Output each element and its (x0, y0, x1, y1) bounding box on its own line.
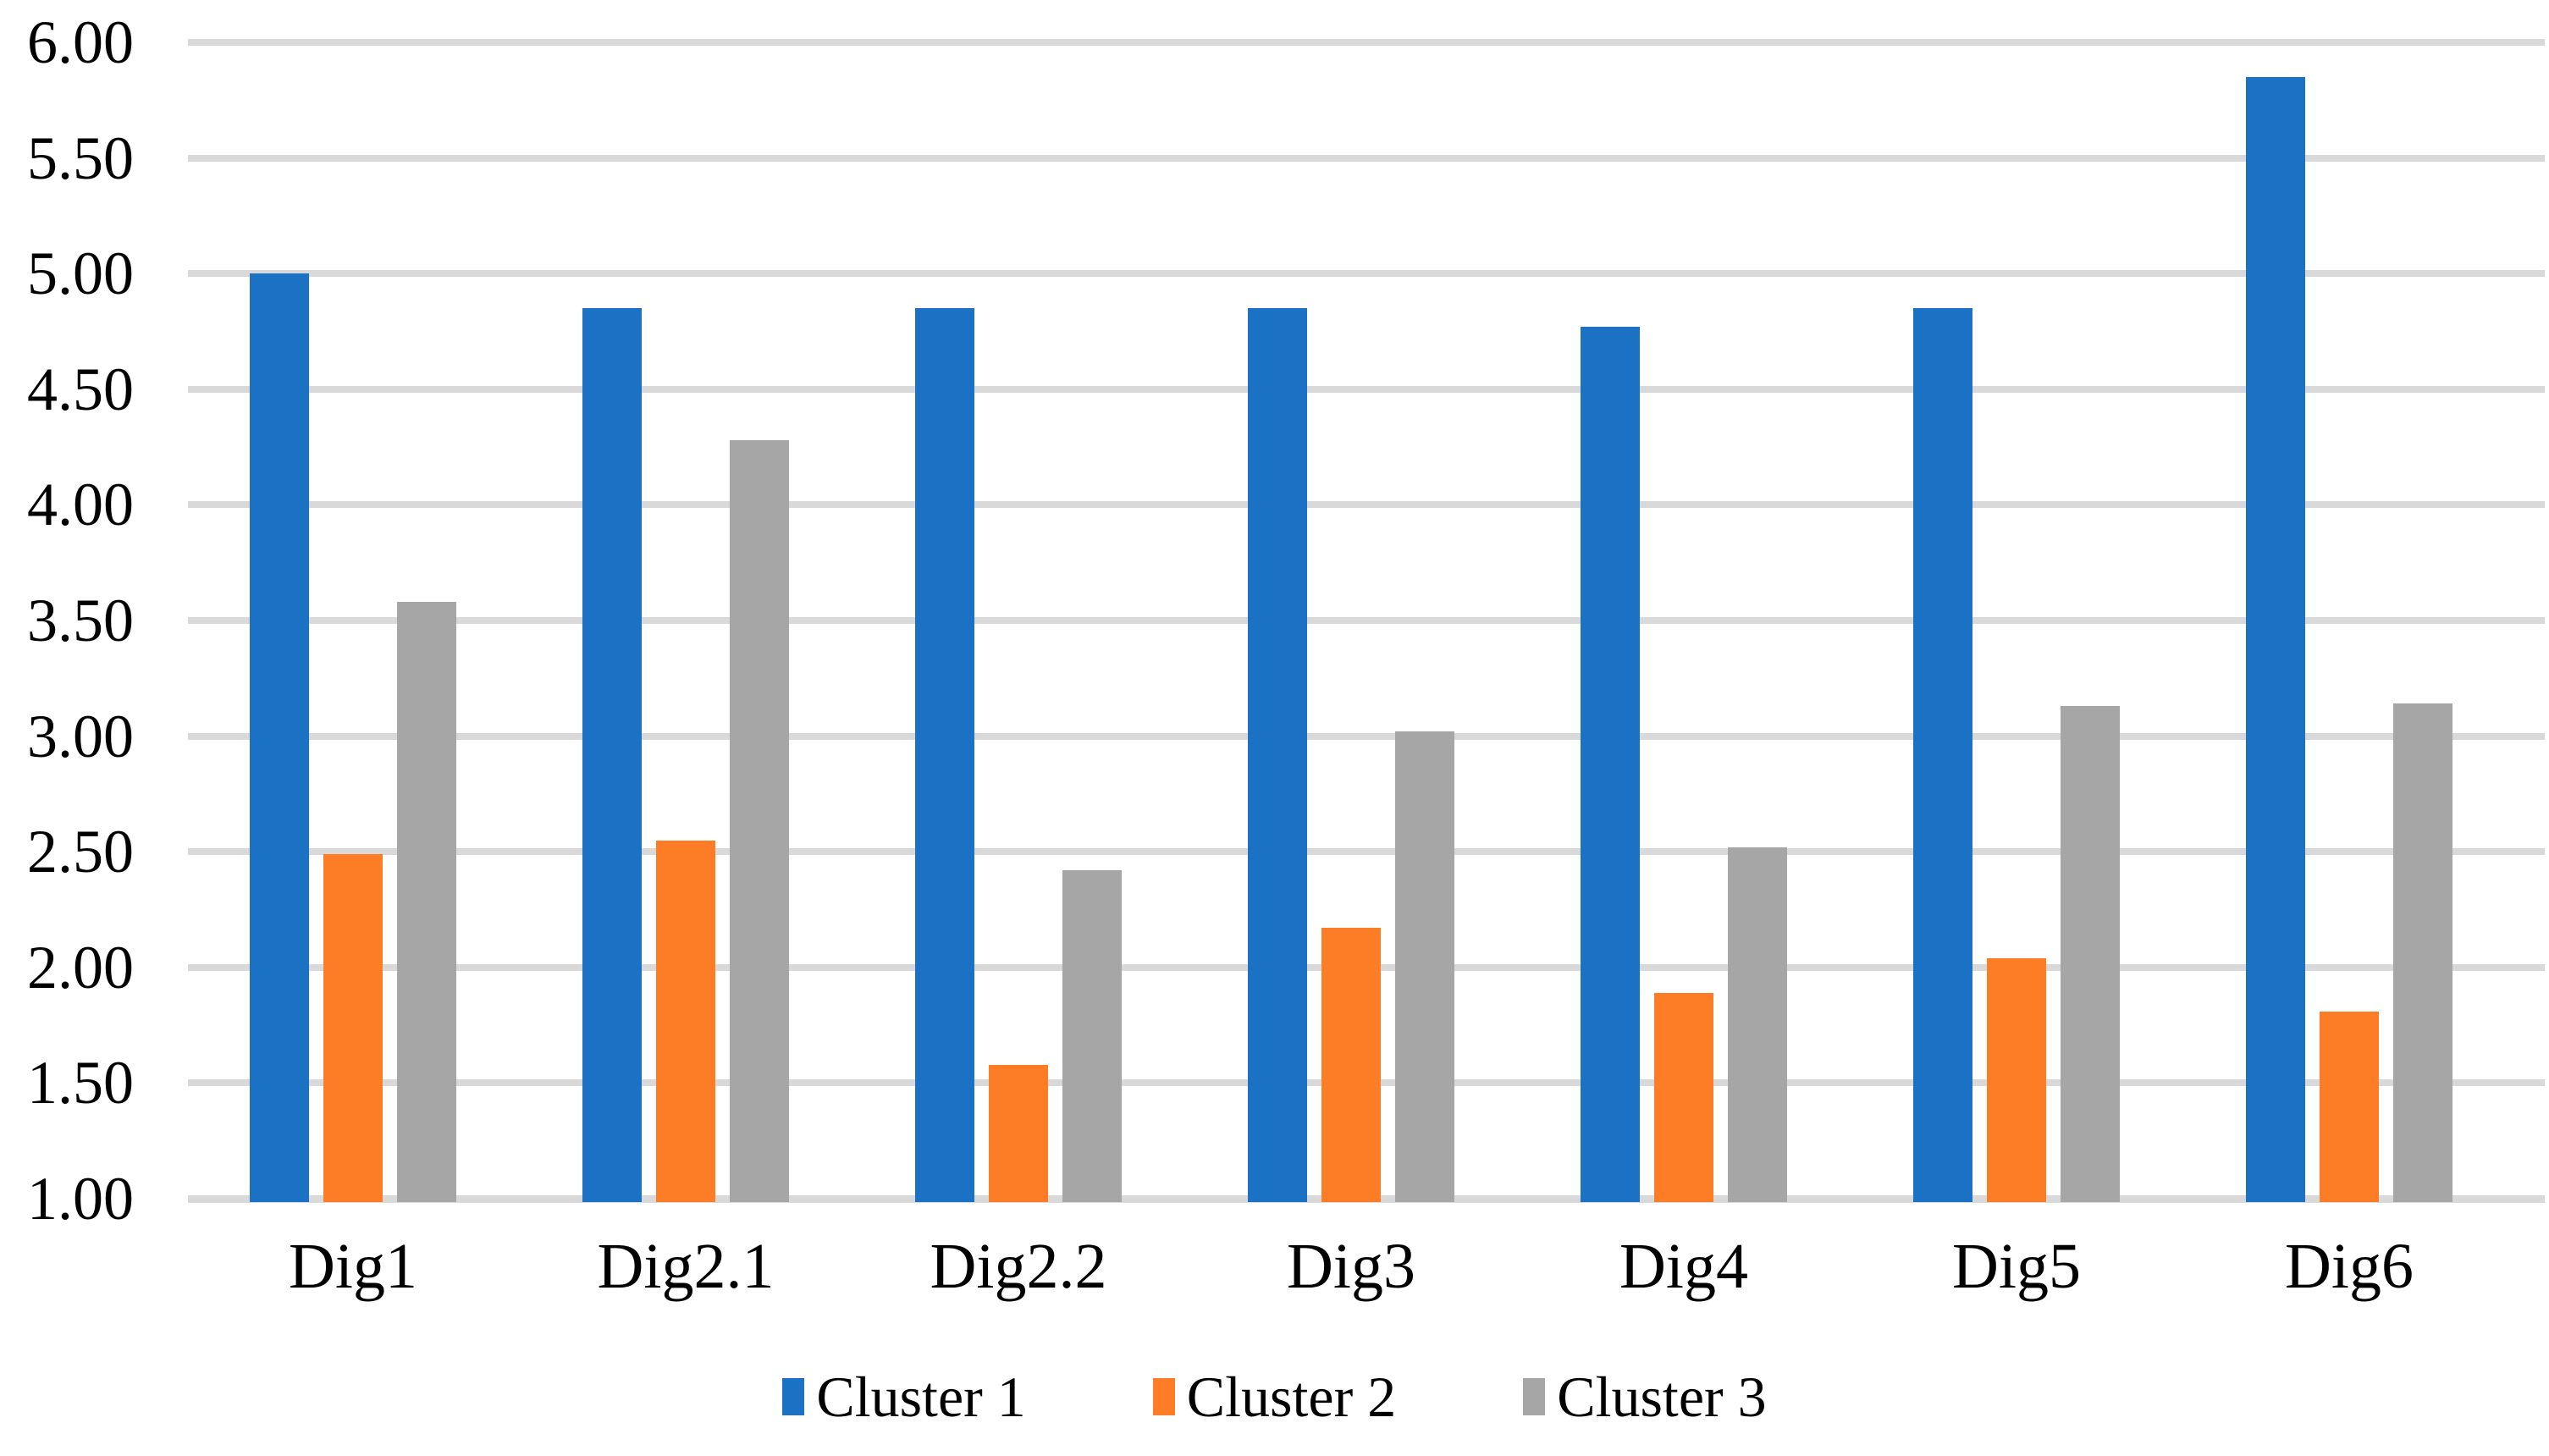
bar-cluster-1-dig6 (2246, 76, 2305, 1202)
bar-cluster-1-dig2-2 (915, 308, 974, 1202)
bar-cluster-1-dig4 (1581, 327, 1640, 1202)
y-tick-label: 6.00 (27, 8, 134, 76)
legend-item-cluster-2: Cluster 2 (1152, 1365, 1397, 1429)
legend-label-cluster-2: Cluster 2 (1186, 1365, 1397, 1429)
bar-cluster-1-dig3 (1248, 308, 1307, 1202)
gridline (188, 39, 2545, 46)
legend-label-cluster-3: Cluster 3 (1557, 1365, 1767, 1429)
bar-cluster-1-dig2-1 (582, 308, 642, 1202)
bar-cluster-2-dig2-2 (989, 1064, 1048, 1202)
bar-cluster-2-dig3 (1321, 928, 1381, 1202)
y-tick-label: 5.00 (27, 240, 134, 308)
gridline (188, 501, 2545, 509)
y-tick-label: 3.50 (27, 587, 134, 654)
y-tick-label: 4.50 (27, 355, 134, 423)
gridline (188, 385, 2545, 393)
x-label-dig1: Dig1 (289, 1231, 417, 1302)
bar-cluster-3-dig6 (2393, 703, 2452, 1202)
y-tick-label: 2.00 (27, 933, 134, 1001)
bar-cluster-3-dig2-2 (1062, 870, 1122, 1202)
y-tick-label: 1.50 (27, 1049, 134, 1117)
bar-cluster-3-dig2-1 (730, 439, 789, 1202)
bar-cluster-2-dig6 (2320, 1011, 2379, 1202)
gridline (188, 848, 2545, 856)
legend-swatch-cluster-2 (1152, 1378, 1175, 1415)
bar-cluster-3-dig1 (397, 602, 456, 1202)
legend-item-cluster-1: Cluster 1 (782, 1365, 1026, 1429)
bar-cluster-2-dig4 (1654, 992, 1713, 1202)
x-label-dig2-1: Dig2.1 (597, 1231, 775, 1302)
bar-cluster-1-dig5 (1913, 308, 1972, 1202)
y-tick-label: 3.00 (27, 702, 134, 770)
y-tick-label: 5.50 (27, 124, 134, 192)
bar-cluster-3-dig4 (1728, 847, 1787, 1202)
y-tick-label: 2.50 (27, 818, 134, 886)
x-label-dig3: Dig3 (1287, 1231, 1415, 1302)
gridline (188, 270, 2545, 278)
gridline (188, 154, 2545, 162)
x-label-dig2-2: Dig2.2 (930, 1231, 1107, 1302)
bar-cluster-3-dig5 (2061, 706, 2120, 1202)
gridline (188, 732, 2545, 740)
legend-label-cluster-1: Cluster 1 (816, 1365, 1026, 1429)
legend-swatch-cluster-3 (1523, 1378, 1546, 1415)
bar-cluster-3-dig3 (1395, 731, 1454, 1202)
legend-swatch-cluster-1 (782, 1378, 805, 1415)
legend: Cluster 1 Cluster 2 Cluster 3 (0, 1365, 2549, 1429)
bar-cluster-2-dig2-1 (656, 840, 715, 1202)
bar-cluster-1-dig1 (250, 273, 309, 1202)
legend-item-cluster-3: Cluster 3 (1523, 1365, 1767, 1429)
x-label-dig6: Dig6 (2285, 1231, 2414, 1302)
x-label-dig5: Dig5 (1952, 1231, 2081, 1302)
gridline (188, 617, 2545, 624)
y-tick-label: 4.00 (27, 471, 134, 539)
bar-cluster-2-dig1 (323, 853, 383, 1202)
bar-cluster-2-dig5 (1987, 957, 2046, 1202)
y-tick-label: 1.00 (27, 1165, 134, 1233)
x-label-dig4: Dig4 (1619, 1231, 1748, 1302)
